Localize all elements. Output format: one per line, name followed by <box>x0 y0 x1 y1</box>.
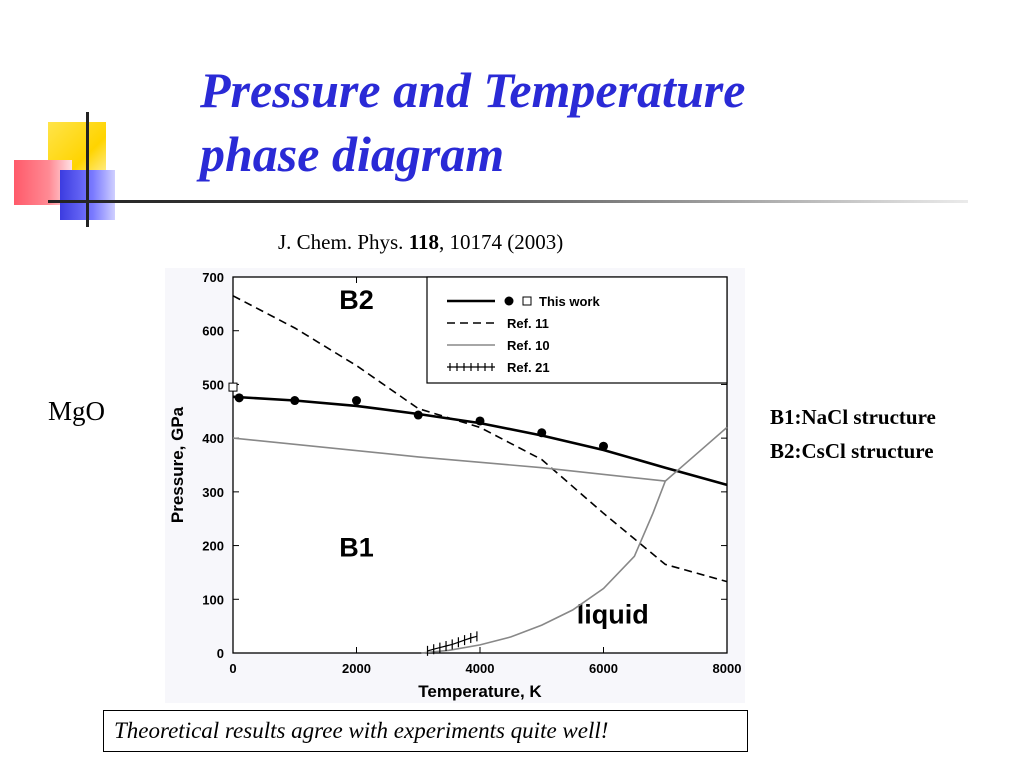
slide-title-line-1: Pressure and Temperature <box>200 62 746 118</box>
legend-item-0-circle <box>504 296 514 306</box>
citation-suffix: , 10174 (2003) <box>439 230 564 254</box>
legend-item-2-label: Ref. 10 <box>507 338 550 353</box>
caption-text: Theoretical results agree with experimen… <box>114 718 609 743</box>
x-axis-label: Temperature, K <box>418 682 542 701</box>
x-tick-label: 0 <box>229 661 236 676</box>
y-tick-label: 600 <box>202 324 224 339</box>
slide-title: Pressure and Temperature phase diagram <box>200 58 960 186</box>
legend-item-0-square <box>522 296 532 306</box>
series-1-point <box>290 396 300 406</box>
y-tick-label: 700 <box>202 270 224 285</box>
series-1-point <box>475 416 485 426</box>
series-1-point <box>599 441 608 451</box>
series-5-line <box>421 426 728 654</box>
x-tick-label: 2000 <box>342 661 371 676</box>
series-1-point <box>234 393 244 403</box>
y-tick-label: 400 <box>202 431 224 446</box>
y-tick-label: 100 <box>202 592 224 607</box>
caption-box: Theoretical results agree with experimen… <box>103 710 748 752</box>
series-3-line <box>232 295 728 583</box>
y-tick-label: 500 <box>202 377 224 392</box>
citation-volume: 118 <box>408 230 440 254</box>
region-label-b1: B1 <box>339 532 374 562</box>
region-label-b2: B2 <box>339 285 374 315</box>
legend-box <box>426 276 728 384</box>
series-1-point <box>413 410 423 420</box>
y-tick-label: 300 <box>202 485 224 500</box>
x-tick-label: 8000 <box>713 661 742 676</box>
structure-notes: B1:NaCl structure B2:CsCl structure <box>770 400 936 468</box>
title-underline <box>48 200 968 203</box>
y-tick-label: 200 <box>202 539 224 554</box>
material-label: MgO <box>48 396 106 426</box>
citation-prefix: J. Chem. Phys. <box>278 230 409 254</box>
legend-item-0-label: This work <box>539 294 600 309</box>
citation: J. Chem. Phys. 118, 10174 (2003) <box>278 230 563 255</box>
y-tick-label: 0 <box>217 646 224 661</box>
decor-vertical-line <box>86 112 89 227</box>
series-1-point <box>352 396 361 406</box>
series-4-line <box>232 437 666 482</box>
legend-item-3-label: Ref. 21 <box>507 360 550 375</box>
y-axis-label: Pressure, GPa <box>168 406 187 523</box>
slide-title-line-2: phase diagram <box>200 126 505 182</box>
x-tick-label: 4000 <box>466 661 495 676</box>
legend-item-1-label: Ref. 11 <box>507 316 549 331</box>
series-1-point <box>537 428 547 438</box>
region-label-liquid: liquid <box>577 599 649 629</box>
note-b2: B2:CsCl structure <box>770 439 934 463</box>
x-tick-label: 6000 <box>589 661 618 676</box>
series-2-point <box>228 382 238 392</box>
note-b1: B1:NaCl structure <box>770 405 936 429</box>
phase-diagram-chart: 0 2000 4000 6000 8000 0 100 200 300 400 500 600 700 T… <box>165 268 745 703</box>
